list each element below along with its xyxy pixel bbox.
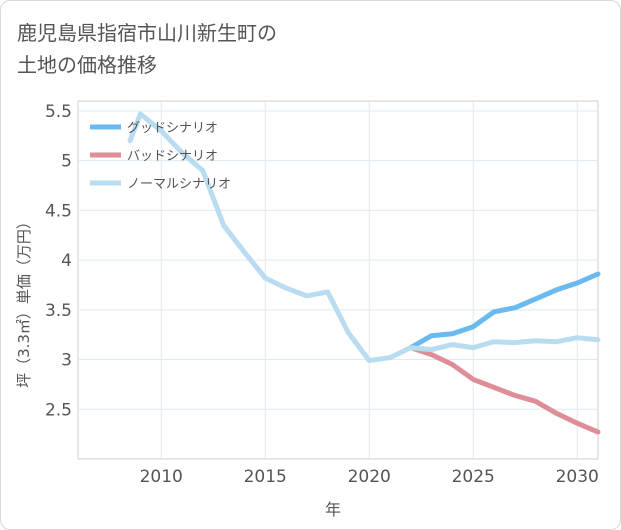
y-tick-label: 3: [61, 351, 72, 371]
x-tick-label: 2020: [348, 467, 391, 487]
y-tick-label: 2.5: [45, 400, 72, 420]
plot-area: [77, 100, 599, 460]
series-line-1: [408, 271, 601, 351]
legend-label-1: グッドシナリオ: [127, 121, 218, 136]
legend-label-2: バッドシナリオ: [127, 149, 218, 164]
x-tick-label: 2015: [244, 467, 287, 487]
y-axis-title: 坪（3.3㎡）単価（万円）: [15, 214, 33, 388]
series-line-3: [127, 111, 601, 363]
y-tick-label: 5.5: [45, 102, 72, 122]
chart-title-line-2: 土地の価格推移: [17, 53, 157, 77]
chart-title: 鹿児島県指宿市山川新生町の 土地の価格推移: [17, 17, 277, 81]
y-tick-label: 4.5: [45, 201, 72, 221]
legend-label-3: ノーマルシナリオ: [127, 177, 231, 192]
y-tick-label: 5: [61, 152, 72, 172]
series-line-2: [408, 345, 601, 435]
x-axis-title: 年: [325, 500, 341, 519]
chart-title-line-1: 鹿児島県指宿市山川新生町の: [17, 21, 277, 45]
x-tick-label: 2025: [452, 467, 495, 487]
y-tick-label: 3.5: [45, 301, 72, 321]
x-tick-label: 2030: [556, 467, 599, 487]
y-tick-label: 4: [61, 251, 72, 271]
x-tick-label: 2010: [140, 467, 183, 487]
